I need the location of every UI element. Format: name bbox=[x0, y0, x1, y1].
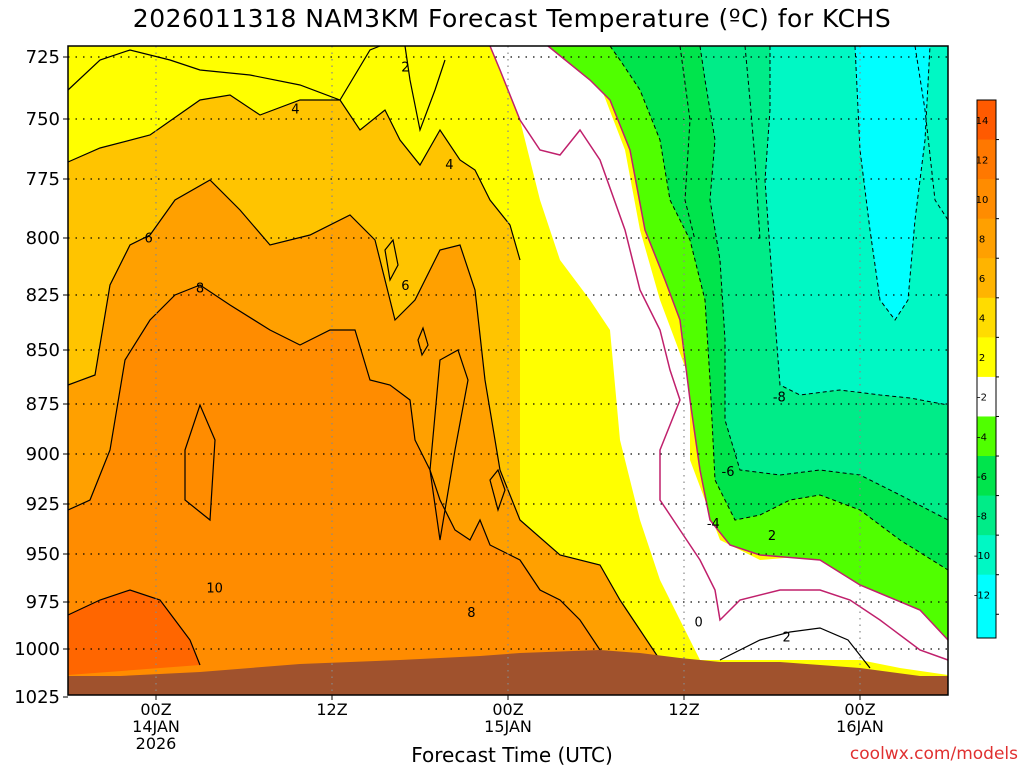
x-tick-label: 00Z bbox=[844, 700, 875, 719]
x-tick-label: 14JAN bbox=[132, 717, 180, 736]
contour-label: -8 bbox=[773, 391, 786, 406]
y-tick-label: 875 bbox=[26, 394, 60, 415]
contour-label: 4 bbox=[291, 103, 299, 118]
colorbar-swatch bbox=[977, 139, 996, 180]
colorbar-label: 14 bbox=[976, 116, 989, 127]
colorbar-swatch bbox=[977, 574, 996, 615]
contour-m8-ripple bbox=[744, 45, 761, 241]
colorbar-label: -12 bbox=[974, 590, 990, 601]
colorbar-label: 10 bbox=[976, 195, 989, 206]
axes: 7257507758008258508759009259509751000102… bbox=[14, 45, 949, 753]
x-tick-label: 16JAN bbox=[836, 717, 884, 736]
colorbar-frame bbox=[976, 99, 997, 639]
colorbar-swatch bbox=[977, 416, 996, 457]
contour-m10 bbox=[854, 45, 931, 321]
y-tick-label: 800 bbox=[26, 228, 60, 249]
contour-2-right bbox=[404, 45, 446, 133]
y-tick-label: 925 bbox=[26, 494, 60, 515]
contour-6 bbox=[67, 179, 661, 661]
grid-lines bbox=[68, 46, 948, 695]
y-tick-label: 975 bbox=[26, 592, 60, 613]
contour-2-lower bbox=[719, 627, 871, 669]
fill-t-lt-m10 bbox=[855, 46, 930, 320]
contour-10 bbox=[67, 589, 201, 666]
y-tick-label: 750 bbox=[26, 109, 60, 130]
contour-m8 bbox=[764, 46, 949, 406]
terrain-ground bbox=[68, 650, 948, 695]
x-tick-label: 00Z bbox=[492, 700, 523, 719]
y-tick-label: 1000 bbox=[14, 639, 60, 660]
y-tick-label: 725 bbox=[26, 47, 60, 68]
colorbar-swatch bbox=[977, 218, 996, 259]
y-tick-label: 1025 bbox=[14, 687, 60, 708]
colorbar: 14 12 10 8 6 4 2 -2 -4 -6 -8 -10 -12 bbox=[974, 99, 999, 639]
colorbar-swatch bbox=[977, 337, 996, 378]
contour-label: 10 bbox=[206, 581, 223, 596]
x-axis-label: Forecast Time (UTC) bbox=[411, 743, 613, 767]
contour-label: 2 bbox=[768, 529, 776, 544]
contour-pocket-d bbox=[384, 238, 399, 282]
contour-label: 6 bbox=[145, 231, 153, 246]
colorbar-swatch bbox=[977, 456, 996, 497]
contour-warm-pocket-a bbox=[184, 403, 216, 522]
contour-label: 2 bbox=[783, 631, 791, 646]
y-tick-label: 950 bbox=[26, 544, 60, 565]
colorbar-swatch bbox=[977, 495, 996, 536]
colorbar-swatch bbox=[977, 258, 996, 299]
colorbar-swatch bbox=[977, 535, 996, 576]
x-tick-label: 15JAN bbox=[484, 717, 532, 736]
contour-label: 0 bbox=[695, 616, 703, 631]
colorbar-label: 4 bbox=[979, 314, 985, 325]
colorbar-label: -4 bbox=[977, 432, 987, 443]
contour-label: -4 bbox=[707, 517, 720, 532]
contour-label: 6 bbox=[401, 279, 409, 294]
zero-contour bbox=[489, 45, 949, 661]
contour-label: 8 bbox=[467, 606, 475, 621]
contour-8 bbox=[67, 284, 621, 671]
contour-2-upper bbox=[67, 45, 381, 101]
fill-t-8-10 bbox=[68, 285, 620, 680]
contour-4 bbox=[67, 94, 521, 261]
y-tick-label: 825 bbox=[26, 285, 60, 306]
y-tick-label: 900 bbox=[26, 444, 60, 465]
contour-m4 bbox=[609, 45, 949, 571]
contour-m6-ripple bbox=[679, 45, 696, 241]
colorbar-label: 12 bbox=[976, 155, 989, 166]
colorbar-label: 8 bbox=[979, 234, 985, 245]
colorbar-swatch bbox=[977, 179, 996, 220]
colorbar-swatch bbox=[977, 376, 996, 417]
fill-t-gt-10 bbox=[68, 590, 200, 675]
colorbar-label: -2 bbox=[977, 393, 987, 404]
contour-label: 8 bbox=[196, 281, 204, 296]
x-tick-label: 12Z bbox=[316, 700, 347, 719]
y-tick-label: 850 bbox=[26, 340, 60, 361]
contour-lines bbox=[67, 45, 871, 671]
colorbar-swatch bbox=[977, 100, 996, 141]
y-tick-label: 775 bbox=[26, 169, 60, 190]
contour-labels: 2 4 4 6 6 8 10 8 -8 -6 -4 2 0 2 bbox=[145, 60, 791, 646]
colorbar-swatch bbox=[977, 614, 996, 638]
x-tick-label: 2026 bbox=[136, 734, 177, 753]
source-credit[interactable]: coolwx.com/models bbox=[849, 744, 1018, 764]
colorbar-swatch bbox=[977, 297, 996, 338]
x-tick-label: 12Z bbox=[668, 700, 699, 719]
x-tick-label: 00Z bbox=[140, 700, 171, 719]
contour-warm-pocket-c bbox=[489, 468, 506, 513]
contour-label: 2 bbox=[401, 60, 409, 75]
colorbar-label: -6 bbox=[977, 472, 987, 483]
contour-label: 4 bbox=[445, 158, 453, 173]
colorbar-label: 2 bbox=[979, 353, 985, 364]
plot-fills bbox=[68, 46, 948, 695]
contour-label: -6 bbox=[722, 465, 735, 480]
colorbar-label: -8 bbox=[977, 511, 987, 522]
colorbar-label: -10 bbox=[974, 551, 990, 562]
fill-t-m2-2 bbox=[490, 46, 948, 675]
colorbar-label: 6 bbox=[979, 274, 985, 285]
chart-title: 2026011318 NAM3KM Forecast Temperature (… bbox=[132, 4, 892, 33]
